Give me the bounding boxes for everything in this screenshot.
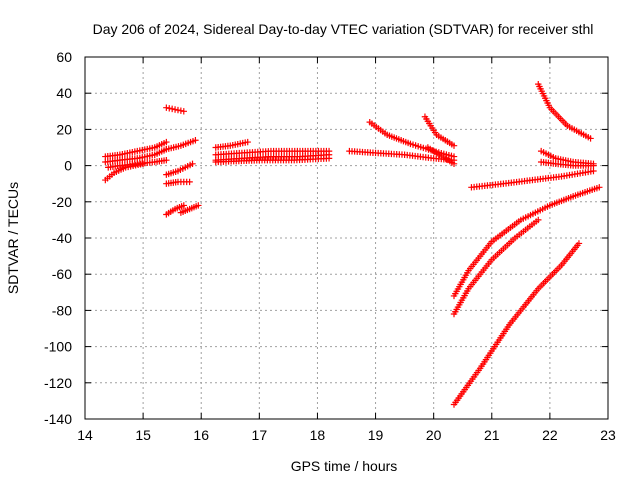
series-arc-e2	[450, 184, 603, 300]
data-point	[139, 160, 147, 167]
x-tick-label: 14	[77, 427, 93, 443]
data-point	[177, 107, 185, 114]
y-tick-label: -120	[44, 375, 72, 391]
x-axis-title: GPS time / hours	[291, 458, 398, 474]
data-point	[189, 160, 196, 167]
series-arc-c2	[212, 147, 333, 158]
data-point	[195, 202, 202, 209]
series-arc-b2	[163, 160, 196, 178]
data-point	[590, 167, 597, 175]
y-tick-label: 40	[56, 85, 72, 101]
data-point	[450, 160, 458, 167]
x-tick-label: 17	[252, 427, 268, 443]
data-point	[180, 108, 187, 115]
series-arc-b1	[163, 104, 187, 115]
data-point	[163, 138, 170, 146]
data-point	[596, 184, 603, 191]
data-point	[244, 138, 251, 146]
x-tick-label: 21	[484, 427, 500, 443]
series-arc-f1	[535, 80, 594, 142]
series-arc-c4	[212, 155, 333, 166]
series-arc-b4	[163, 202, 187, 218]
series-arc-d4	[424, 144, 458, 167]
data-marks	[102, 80, 603, 408]
y-tick-label: -100	[44, 339, 72, 355]
series-arc-d2	[366, 118, 458, 160]
x-tick-label: 19	[368, 427, 384, 443]
axis-ticks: 14 15 16 17 18 19 20 21 22 23 -140 -120 -100 -80 -60 -4…	[44, 49, 616, 443]
x-tick-label: 18	[310, 427, 326, 443]
data-point	[180, 202, 187, 209]
series-arc-e1	[468, 167, 597, 191]
data-point	[166, 105, 173, 112]
series-arc-b5	[177, 202, 202, 216]
data-point	[575, 240, 583, 247]
data-point	[168, 105, 176, 113]
data-point	[174, 106, 182, 114]
x-tick-label: 20	[426, 427, 442, 443]
chart-title: Day 206 of 2024, Sidereal Day-to-day VTE…	[93, 21, 594, 37]
series-arc-e4	[450, 240, 583, 408]
series-arc-a1	[102, 138, 170, 160]
x-tick-label: 16	[193, 427, 209, 443]
y-axis-title: SDTVAR / TECUs	[5, 182, 21, 294]
x-tick-label: 23	[600, 427, 616, 443]
data-point	[450, 153, 458, 160]
series-arc-f3	[537, 158, 597, 169]
y-tick-label: -140	[44, 411, 72, 427]
y-tick-label: 0	[64, 158, 72, 174]
y-tick-label: 20	[56, 121, 72, 137]
data-point	[192, 137, 199, 144]
y-tick-label: -60	[52, 266, 72, 282]
data-point	[590, 162, 597, 169]
data-point	[325, 155, 333, 162]
data-point	[163, 156, 170, 164]
data-point	[171, 106, 179, 113]
data-point	[535, 216, 542, 224]
series-arc-d1	[346, 147, 458, 164]
series-arc-c1	[212, 138, 251, 151]
series-arc-a4	[102, 160, 147, 184]
series-arc-b3	[163, 178, 193, 187]
series-arc-e3	[450, 216, 542, 318]
data-point	[163, 104, 170, 111]
series-arc-a5	[163, 137, 199, 153]
y-tick-label: -80	[52, 302, 72, 318]
data-point	[587, 135, 594, 142]
x-tick-label: 22	[542, 427, 558, 443]
y-tick-label: -40	[52, 230, 72, 246]
series-arc-a2	[102, 146, 170, 166]
data-point	[186, 178, 193, 186]
y-tick-label: -20	[52, 194, 72, 210]
series-arc-d3	[421, 113, 458, 149]
y-tick-label: 60	[56, 49, 72, 65]
x-tick-label: 15	[135, 427, 151, 443]
data-point	[450, 142, 458, 149]
